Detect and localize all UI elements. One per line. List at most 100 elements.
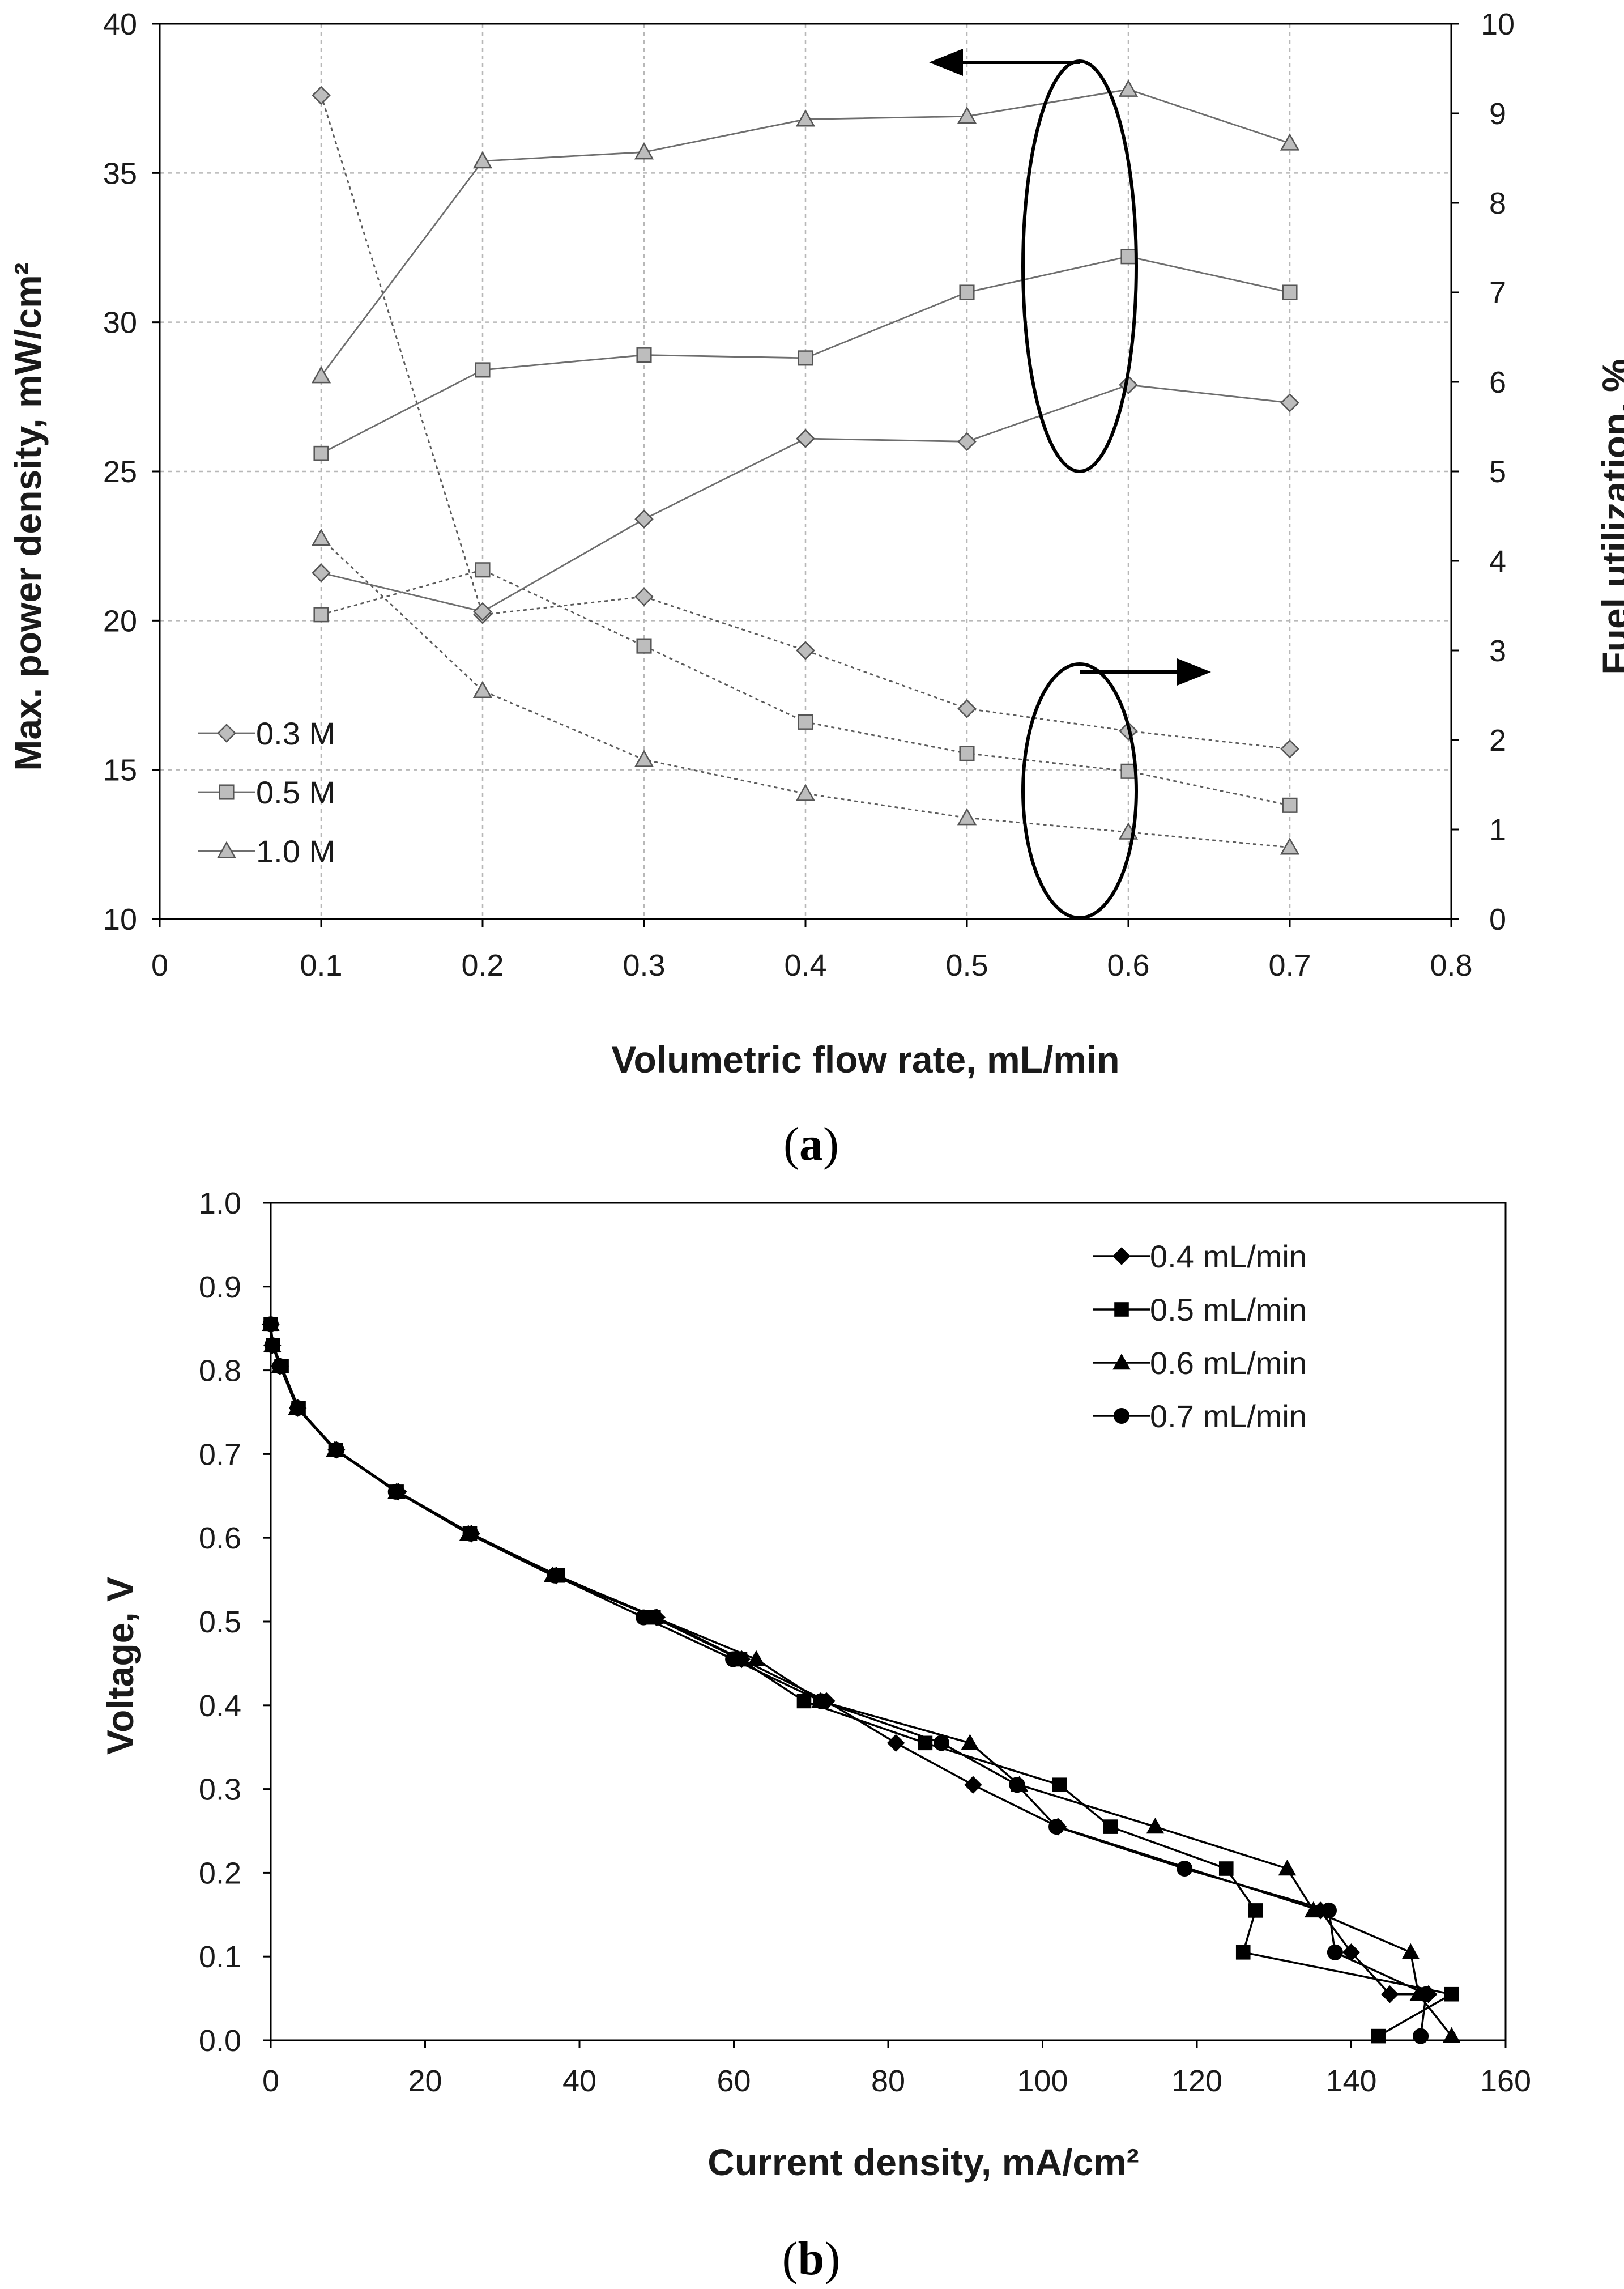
chart-a-panel-letter: a — [799, 1118, 823, 1171]
chart-a-series-0-5-M-left — [313, 249, 1298, 461]
chart-b-point — [964, 1776, 982, 1794]
chart-a-point — [1280, 837, 1300, 855]
chart-a-y2-tick-label: 9 — [1489, 97, 1506, 131]
chart-a-point — [472, 151, 493, 169]
chart-b-point — [725, 1651, 741, 1667]
chart-a-point — [1120, 249, 1136, 265]
chart-b-y-tick-label: 1.0 — [199, 1186, 241, 1220]
chart-a-ellipse-left-group — [1021, 59, 1138, 473]
chart-a-y-tick-label: 20 — [103, 604, 137, 638]
chart-a-series-line — [321, 384, 1290, 613]
chart-b-x-axis-title: Current density, mA/cm² — [707, 2141, 1139, 2183]
chart-b-y-tick-label: 0.2 — [199, 1856, 241, 1890]
chart-b-point — [1304, 1901, 1323, 1918]
chart-b-y-tick-label: 0.7 — [199, 1437, 241, 1471]
chart-b-point — [289, 1400, 306, 1416]
chart-a-y2-tick-label: 8 — [1489, 186, 1506, 220]
chart-b-y-tick-labels: 0.0 0.1 0.2 0.3 0.4 0.5 0.6 0.7 0.8 0.9 1.0 — [199, 1186, 241, 2058]
chart-a-point — [313, 607, 329, 623]
chart-a-point — [1120, 763, 1136, 779]
chart-a-y2-tick-label: 3 — [1489, 634, 1506, 668]
chart-b-point — [1103, 1819, 1118, 1834]
chart-b-point — [1444, 1986, 1459, 2002]
chart-a-y2-tick-label: 1 — [1489, 813, 1506, 847]
chart-a-legend-marker — [216, 841, 237, 858]
chart-a-legend: 0.3 M 0.5 M 1.0 M — [198, 716, 335, 869]
chart-b-point — [1278, 1859, 1297, 1876]
chart-a-frame — [152, 23, 1459, 927]
chart-a-x-tick-label: 0.5 — [945, 948, 988, 982]
chart-b-x-tick-labels: 0 20 40 60 80 100 120 140 160 — [262, 2064, 1531, 2098]
chart-a-y2-axis-title: Fuel utilization, % — [1595, 359, 1624, 674]
chart-b-x-tick-label: 80 — [871, 2064, 905, 2098]
chart-b-point — [1235, 1945, 1251, 1960]
chart-b-point — [547, 1567, 563, 1584]
chart-a-legend-label: 0.5 M — [256, 775, 335, 810]
chart-b-point — [796, 1694, 812, 1709]
chart-a-y-tick-label: 40 — [103, 7, 137, 41]
chart-a-x-tick-label: 0.4 — [784, 948, 826, 982]
chart-b-legend: 0.4 mL/min 0.5 mL/min 0.6 mL/min 0.7 mL/min — [1093, 1239, 1307, 1434]
chart-b-frame — [263, 1202, 1507, 2048]
chart-b-legend-label: 0.5 mL/min — [1150, 1292, 1307, 1328]
chart-a-panel-label: (a) — [783, 1118, 839, 1171]
chart-b-point — [813, 1693, 829, 1709]
chart-b-y-tick-label: 0.1 — [199, 1940, 241, 1974]
chart-a-annotations — [929, 49, 1211, 920]
chart-a-y-tick-label: 15 — [103, 754, 137, 788]
chart-a-point — [311, 528, 331, 546]
chart-b-point — [1401, 1943, 1420, 1960]
chart-a-x-tick-label: 0.8 — [1430, 948, 1472, 982]
chart-a-point — [1280, 133, 1300, 151]
chart-b-y-tick-label: 0.8 — [199, 1354, 241, 1388]
chart-a-point — [312, 86, 331, 105]
chart-b-legend-marker — [1114, 1408, 1129, 1424]
chart-a-legend-marker — [219, 784, 235, 800]
chart-a-point — [957, 106, 977, 124]
chart-a-point — [634, 509, 654, 529]
chart-b-x-tick-label: 120 — [1171, 2064, 1222, 2098]
chart-b-point — [1442, 2027, 1461, 2043]
chart-b-point — [934, 1735, 950, 1751]
chart-a-point — [1282, 797, 1298, 813]
chart-panel-b: 0 20 40 60 80 100 120 140 160 0.0 0.1 0.2 0.3 0.4 0.5… — [99, 1186, 1531, 2285]
chart-a-point — [1280, 739, 1299, 759]
chart-b-point — [272, 1358, 288, 1375]
chart-a-y-tick-label: 25 — [103, 455, 137, 489]
chart-a-y-tick-label: 30 — [103, 306, 137, 340]
chart-a-point — [634, 587, 654, 606]
chart-a-y-tick-label: 10 — [103, 903, 137, 937]
chart-a-point — [636, 638, 652, 654]
chart-a-ellipse-right-group — [1021, 662, 1138, 920]
chart-b-point — [961, 1734, 979, 1750]
chart-b-legend-item: 0.7 mL/min — [1093, 1398, 1307, 1434]
chart-a-y2-tick-labels: 0 1 2 3 4 5 6 7 8 9 10 — [1481, 7, 1515, 937]
chart-b-panel-letter: b — [798, 2232, 825, 2285]
chart-b-point — [1146, 1818, 1165, 1834]
chart-b-legend-item: 0.6 mL/min — [1093, 1345, 1307, 1381]
chart-b-x-tick-label: 140 — [1325, 2064, 1376, 2098]
chart-a-point — [473, 602, 492, 622]
chart-b-point — [1380, 1985, 1399, 2003]
chart-a-point — [1280, 393, 1299, 412]
chart-a-legend-label: 1.0 M — [256, 833, 335, 869]
chart-a-point — [957, 699, 977, 718]
chart-b-series — [262, 1315, 1461, 2044]
chart-a-gridlines — [160, 24, 1451, 919]
chart-panel-a: 0 0.1 0.2 0.3 0.4 0.5 0.6 0.7 0.8 10152025303540… — [7, 7, 1624, 1171]
chart-a-x-tick-label: 0.7 — [1268, 948, 1311, 982]
chart-a-point — [957, 432, 977, 452]
chart-b-legend-marker — [1112, 1353, 1131, 1370]
chart-a-point — [312, 563, 331, 582]
chart-b-point — [328, 1442, 344, 1458]
chart-a-x-tick-label: 0.3 — [623, 948, 665, 982]
chart-a-y2-tick-label: 10 — [1481, 7, 1515, 41]
chart-a-legend-label: 0.3 M — [256, 716, 335, 751]
chart-b-y-axis-title: Voltage, V — [99, 1577, 141, 1755]
chart-a-y2-tick-label: 6 — [1489, 365, 1506, 399]
chart-a-arrow-right-head — [1177, 658, 1211, 686]
chart-b-legend-label: 0.7 mL/min — [1150, 1398, 1307, 1434]
chart-a-point — [795, 109, 816, 127]
chart-b-y-tick-label: 0.5 — [199, 1605, 241, 1639]
